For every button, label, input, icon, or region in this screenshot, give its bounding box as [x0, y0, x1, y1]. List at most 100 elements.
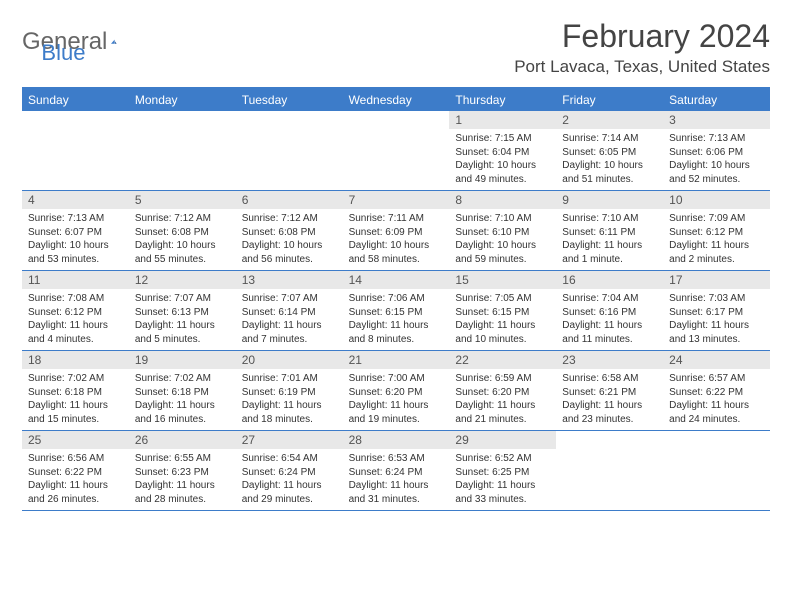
sunrise-text: Sunrise: 7:00 AM — [349, 372, 444, 386]
day-content: Sunrise: 7:02 AMSunset: 6:18 PMDaylight:… — [129, 369, 236, 430]
day-content: Sunrise: 6:53 AMSunset: 6:24 PMDaylight:… — [343, 449, 450, 510]
daylight2-text: and 28 minutes. — [135, 493, 230, 507]
day-cell: 16Sunrise: 7:04 AMSunset: 6:16 PMDayligh… — [556, 271, 663, 350]
daylight2-text: and 51 minutes. — [562, 173, 657, 187]
daylight1-text: Daylight: 10 hours — [455, 159, 550, 173]
day-number: 11 — [22, 271, 129, 289]
daylight2-text: and 1 minute. — [562, 253, 657, 267]
day-content: Sunrise: 7:03 AMSunset: 6:17 PMDaylight:… — [663, 289, 770, 350]
daylight1-text: Daylight: 11 hours — [135, 319, 230, 333]
day-number: 1 — [449, 111, 556, 129]
week-row: 11Sunrise: 7:08 AMSunset: 6:12 PMDayligh… — [22, 271, 770, 351]
day-cell: 20Sunrise: 7:01 AMSunset: 6:19 PMDayligh… — [236, 351, 343, 430]
sunset-text: Sunset: 6:08 PM — [242, 226, 337, 240]
day-content: Sunrise: 7:09 AMSunset: 6:12 PMDaylight:… — [663, 209, 770, 270]
day-number: 28 — [343, 431, 450, 449]
daylight1-text: Daylight: 10 hours — [28, 239, 123, 253]
calendar: SundayMondayTuesdayWednesdayThursdayFrid… — [22, 87, 770, 511]
daylight2-text: and 53 minutes. — [28, 253, 123, 267]
day-number: 19 — [129, 351, 236, 369]
sunrise-text: Sunrise: 6:55 AM — [135, 452, 230, 466]
daylight1-text: Daylight: 11 hours — [242, 399, 337, 413]
sunrise-text: Sunrise: 6:53 AM — [349, 452, 444, 466]
sunrise-text: Sunrise: 7:03 AM — [669, 292, 764, 306]
week-row: 4Sunrise: 7:13 AMSunset: 6:07 PMDaylight… — [22, 191, 770, 271]
daylight2-text: and 16 minutes. — [135, 413, 230, 427]
day-number: . — [343, 111, 450, 129]
sunset-text: Sunset: 6:08 PM — [135, 226, 230, 240]
sunset-text: Sunset: 6:18 PM — [28, 386, 123, 400]
sunrise-text: Sunrise: 7:12 AM — [135, 212, 230, 226]
day-content: Sunrise: 7:11 AMSunset: 6:09 PMDaylight:… — [343, 209, 450, 270]
daylight2-text: and 31 minutes. — [349, 493, 444, 507]
day-number: . — [663, 431, 770, 449]
day-content: Sunrise: 6:54 AMSunset: 6:24 PMDaylight:… — [236, 449, 343, 510]
month-title: February 2024 — [514, 18, 770, 55]
daylight2-text: and 33 minutes. — [455, 493, 550, 507]
daylight1-text: Daylight: 11 hours — [455, 479, 550, 493]
sunset-text: Sunset: 6:24 PM — [242, 466, 337, 480]
day-number: 23 — [556, 351, 663, 369]
sunset-text: Sunset: 6:12 PM — [669, 226, 764, 240]
daylight1-text: Daylight: 11 hours — [349, 479, 444, 493]
weekday-header: Sunday — [22, 89, 129, 111]
day-content: Sunrise: 6:56 AMSunset: 6:22 PMDaylight:… — [22, 449, 129, 510]
sunrise-text: Sunrise: 6:57 AM — [669, 372, 764, 386]
daylight1-text: Daylight: 11 hours — [349, 399, 444, 413]
day-cell: 21Sunrise: 7:00 AMSunset: 6:20 PMDayligh… — [343, 351, 450, 430]
title-block: February 2024 Port Lavaca, Texas, United… — [514, 18, 770, 77]
daylight1-text: Daylight: 11 hours — [562, 319, 657, 333]
day-number: 29 — [449, 431, 556, 449]
day-cell: 26Sunrise: 6:55 AMSunset: 6:23 PMDayligh… — [129, 431, 236, 510]
daylight2-text: and 29 minutes. — [242, 493, 337, 507]
daylight2-text: and 52 minutes. — [669, 173, 764, 187]
day-cell: . — [129, 111, 236, 190]
sunset-text: Sunset: 6:09 PM — [349, 226, 444, 240]
daylight2-text: and 18 minutes. — [242, 413, 337, 427]
daylight1-text: Daylight: 11 hours — [669, 399, 764, 413]
daylight1-text: Daylight: 10 hours — [455, 239, 550, 253]
day-number: 3 — [663, 111, 770, 129]
day-content: Sunrise: 7:08 AMSunset: 6:12 PMDaylight:… — [22, 289, 129, 350]
sunset-text: Sunset: 6:22 PM — [669, 386, 764, 400]
day-number: 14 — [343, 271, 450, 289]
day-content: Sunrise: 7:05 AMSunset: 6:15 PMDaylight:… — [449, 289, 556, 350]
day-cell: 24Sunrise: 6:57 AMSunset: 6:22 PMDayligh… — [663, 351, 770, 430]
day-content: Sunrise: 7:06 AMSunset: 6:15 PMDaylight:… — [343, 289, 450, 350]
day-number: 21 — [343, 351, 450, 369]
sunset-text: Sunset: 6:15 PM — [455, 306, 550, 320]
daylight1-text: Daylight: 10 hours — [669, 159, 764, 173]
day-cell: 6Sunrise: 7:12 AMSunset: 6:08 PMDaylight… — [236, 191, 343, 270]
weekday-header: Tuesday — [236, 89, 343, 111]
sunrise-text: Sunrise: 6:54 AM — [242, 452, 337, 466]
sunset-text: Sunset: 6:21 PM — [562, 386, 657, 400]
daylight1-text: Daylight: 11 hours — [135, 399, 230, 413]
day-content: Sunrise: 7:07 AMSunset: 6:14 PMDaylight:… — [236, 289, 343, 350]
daylight1-text: Daylight: 10 hours — [349, 239, 444, 253]
sunset-text: Sunset: 6:06 PM — [669, 146, 764, 160]
weeks-container: ....1Sunrise: 7:15 AMSunset: 6:04 PMDayl… — [22, 111, 770, 511]
day-cell: 9Sunrise: 7:10 AMSunset: 6:11 PMDaylight… — [556, 191, 663, 270]
day-content: Sunrise: 7:04 AMSunset: 6:16 PMDaylight:… — [556, 289, 663, 350]
sunrise-text: Sunrise: 7:10 AM — [562, 212, 657, 226]
day-number: 2 — [556, 111, 663, 129]
daylight2-text: and 15 minutes. — [28, 413, 123, 427]
daylight2-text: and 59 minutes. — [455, 253, 550, 267]
day-content: Sunrise: 7:10 AMSunset: 6:11 PMDaylight:… — [556, 209, 663, 270]
daylight2-text: and 49 minutes. — [455, 173, 550, 187]
daylight1-text: Daylight: 11 hours — [562, 239, 657, 253]
sunrise-text: Sunrise: 7:09 AM — [669, 212, 764, 226]
logo: General Blue — [22, 18, 85, 66]
day-content: Sunrise: 6:57 AMSunset: 6:22 PMDaylight:… — [663, 369, 770, 430]
day-number: 18 — [22, 351, 129, 369]
week-row: 18Sunrise: 7:02 AMSunset: 6:18 PMDayligh… — [22, 351, 770, 431]
day-cell: . — [22, 111, 129, 190]
sunrise-text: Sunrise: 6:52 AM — [455, 452, 550, 466]
day-cell: 2Sunrise: 7:14 AMSunset: 6:05 PMDaylight… — [556, 111, 663, 190]
day-number: . — [556, 431, 663, 449]
day-cell: . — [236, 111, 343, 190]
day-content: Sunrise: 7:01 AMSunset: 6:19 PMDaylight:… — [236, 369, 343, 430]
weekday-header: Friday — [556, 89, 663, 111]
weekday-header: Monday — [129, 89, 236, 111]
sunrise-text: Sunrise: 7:14 AM — [562, 132, 657, 146]
